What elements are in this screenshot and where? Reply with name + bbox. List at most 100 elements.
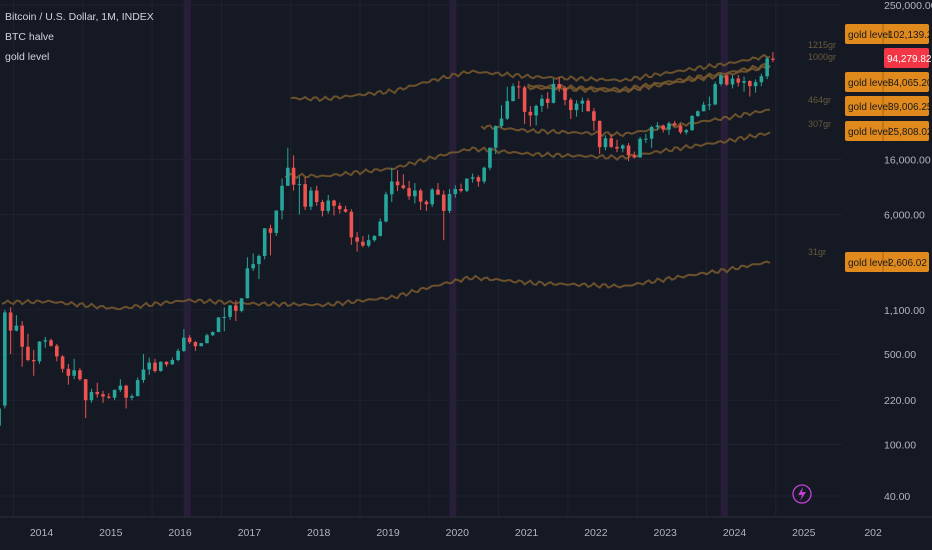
time-tick-label: 2015 [99, 527, 123, 539]
candle [31, 349, 36, 376]
candle [366, 234, 371, 248]
candle [447, 189, 452, 214]
candle-body [615, 146, 619, 149]
candle [286, 147, 290, 186]
candle-body [291, 167, 296, 185]
candle-body [626, 145, 631, 156]
candle-body [170, 360, 175, 365]
candle [372, 235, 377, 242]
candle-body [130, 396, 134, 398]
candle-body [667, 123, 671, 130]
candle-body [482, 167, 486, 182]
candle [26, 333, 30, 362]
last-price-tag: 94,279.82 [884, 48, 932, 68]
candle-body [719, 75, 723, 85]
candle [580, 97, 585, 113]
gold-gram-label: 464gr [808, 95, 831, 105]
gold-level-line [284, 131, 771, 180]
candle [361, 235, 365, 248]
candle-body [742, 81, 746, 83]
candle-body [124, 385, 128, 398]
candle-body [522, 87, 527, 112]
candle-body [297, 184, 302, 186]
candle-body [239, 298, 244, 311]
candle-body [153, 362, 157, 372]
candle-body [470, 177, 475, 179]
candle-body [26, 346, 30, 361]
candle [389, 167, 394, 202]
candle-body [586, 100, 590, 112]
candle [170, 357, 175, 365]
candle [3, 309, 7, 409]
indicator-btc-halve[interactable]: BTC halve [5, 31, 55, 43]
candle-body [326, 200, 331, 211]
halving-band [720, 0, 728, 517]
halving-band [449, 0, 457, 517]
time-tick-label: 2020 [446, 527, 470, 539]
gold-level-line [526, 65, 771, 94]
gold-level-line [1, 260, 771, 311]
candle-body [499, 118, 504, 127]
candle [499, 105, 504, 128]
candle [765, 56, 769, 80]
candle-body [563, 88, 567, 100]
candle [274, 210, 279, 236]
candle-body [430, 189, 434, 205]
candle [395, 170, 400, 192]
candle [459, 183, 463, 193]
gold-tag-value: 84,065.20 [888, 78, 932, 89]
candle-body [748, 81, 752, 87]
candle [493, 125, 498, 155]
candle-body [199, 343, 203, 347]
gold-tag-value: 102,139.22 [888, 30, 932, 41]
candle-body [736, 78, 741, 83]
candle [592, 107, 596, 131]
candle [465, 178, 469, 193]
candle-body [551, 83, 556, 103]
chart-legend: Bitcoin / U.S. Dollar, 1M, INDEX BTC hal… [5, 7, 154, 67]
candle [55, 343, 59, 362]
time-tick-label: 2014 [30, 527, 54, 539]
candle-body [60, 356, 65, 369]
candle-body [14, 325, 19, 331]
time-tick-label: 2023 [654, 527, 678, 539]
candle [245, 257, 250, 299]
candle [597, 120, 602, 155]
candle-body [678, 125, 683, 133]
candle-body [158, 361, 163, 372]
candle-body [597, 120, 602, 148]
gold-tag-name: gold level [848, 258, 890, 269]
candle [586, 98, 590, 112]
candle [476, 175, 481, 187]
candle-body [95, 391, 100, 395]
candle [707, 96, 712, 111]
candle-body [164, 361, 169, 365]
candle-body [49, 340, 53, 346]
candle-body [620, 145, 625, 149]
candle-body [488, 147, 492, 168]
candle [632, 151, 637, 159]
time-tick-label: 2021 [515, 527, 539, 539]
candle [603, 135, 608, 151]
candle [430, 188, 434, 208]
candle [147, 357, 152, 375]
candle-body [580, 100, 585, 104]
candle [644, 133, 648, 144]
candle [158, 361, 163, 372]
candle [141, 354, 146, 383]
candle [43, 336, 48, 348]
candle [736, 74, 741, 87]
candle [187, 335, 192, 344]
candle-body [568, 99, 573, 111]
candle [314, 185, 319, 206]
candle [753, 79, 758, 93]
candle [239, 298, 244, 313]
candle [759, 73, 764, 87]
candle [199, 342, 203, 347]
candle-body [112, 389, 117, 398]
candle-body [701, 104, 706, 112]
indicator-gold-level[interactable]: gold level [5, 51, 50, 63]
candle-body [765, 58, 769, 77]
